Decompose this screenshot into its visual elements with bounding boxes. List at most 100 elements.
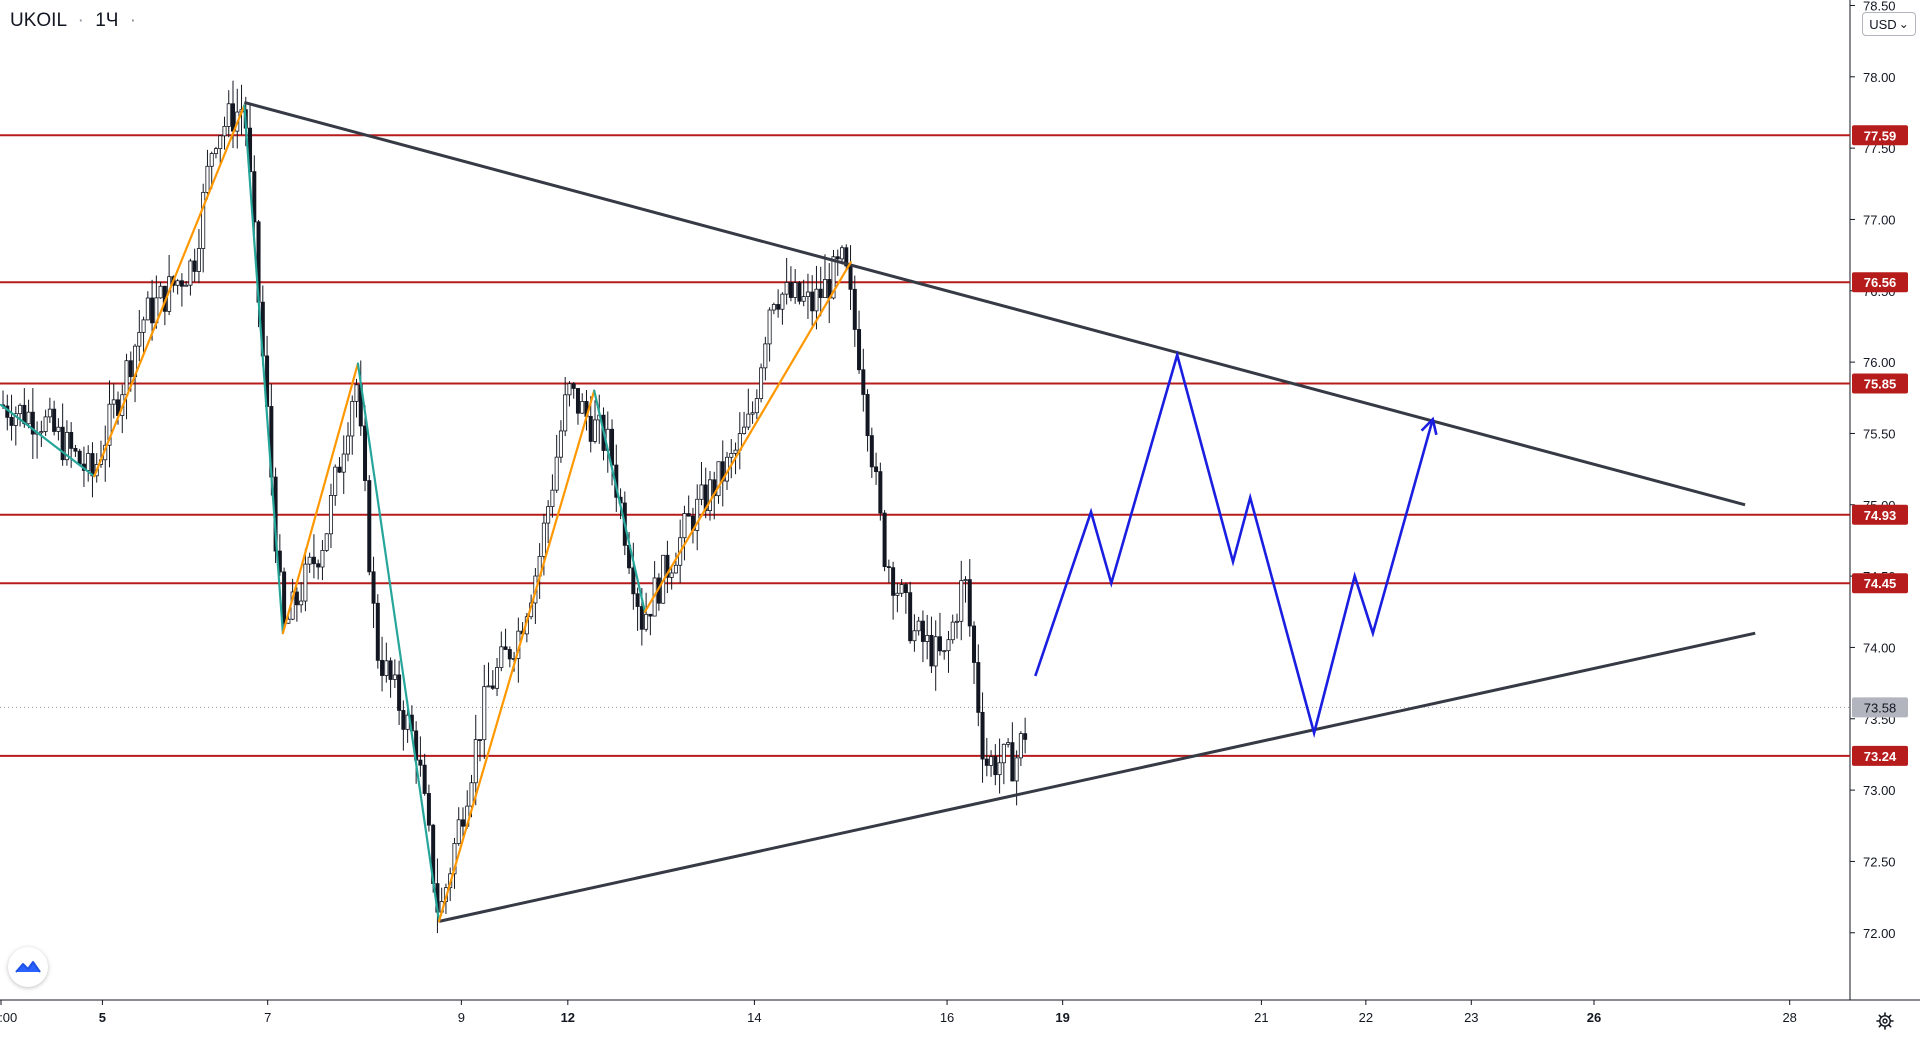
support-trend-line[interactable] [438,631,1756,923]
price-level-badge [1852,504,1908,525]
candle-body [993,756,998,776]
candle-body [311,556,316,565]
candle-body [648,613,653,617]
candle-body [341,453,346,473]
candle-body [1018,733,1023,759]
price-level-label: 77.59 [1864,128,1897,143]
candle-body [763,343,768,369]
candle-body [989,756,994,766]
candle-body [1023,733,1028,740]
candle-body [959,580,964,622]
candle-body [980,711,985,760]
candle-body [56,426,61,432]
candle-body [929,634,934,667]
tradingview-logo-glyph [15,961,41,973]
candle-body [946,639,951,652]
candle-body [950,621,955,641]
time-tick-label: 01:00 [0,1010,17,1025]
candle-body [316,563,321,568]
candle-body [175,280,180,286]
price-level-label: 73.24 [1864,749,1897,764]
candle-body [750,412,755,415]
candle-body [252,171,257,223]
currency-selector[interactable]: USD ⌄ [1862,12,1916,36]
candle-body [771,304,776,311]
candle-body [328,495,333,535]
candle-body [976,662,981,713]
price-tick-label: 77.00 [1863,212,1896,227]
candle-body [593,419,598,442]
zigzag-up-segment[interactable] [93,104,246,478]
candle-body [682,513,687,539]
candle-body [801,296,806,302]
candle-body [141,319,146,333]
resistance-trend-line[interactable] [243,101,1746,507]
candle-body [563,394,568,432]
candle-body [397,674,402,711]
candle-body [903,584,908,594]
candle-body [69,431,74,449]
candle-body [997,762,1002,776]
price-level-badge [1852,272,1908,293]
time-tick-label: 12 [561,1010,575,1025]
candle-body [392,674,397,680]
candle-body [707,479,712,512]
tradingview-logo-icon[interactable] [8,947,48,987]
candle-body [495,667,500,689]
zigzag-down-segment[interactable] [243,104,284,635]
candle-body [895,592,900,596]
candle-body [39,431,44,434]
projection-path[interactable] [1034,350,1435,739]
price-tick-label: 76.00 [1863,355,1896,370]
candle-body [1014,757,1019,782]
candle-body [324,533,329,551]
zigzag-up-segment[interactable] [281,362,360,635]
candle-body [320,550,325,568]
candle-body [367,480,372,573]
chevron-down-icon: ⌄ [1898,17,1909,31]
time-tick-label: 19 [1055,1010,1069,1025]
candle-body [861,369,866,395]
zigzag-down-segment[interactable] [0,403,96,478]
candle-body [733,449,738,454]
candle-body [984,758,989,766]
candle-body [759,367,764,399]
price-level-label: 74.93 [1864,508,1897,523]
price-tick-label: 75.50 [1863,426,1896,441]
candle-body [150,297,155,324]
candle-body [137,331,142,347]
zigzag-up-segment[interactable] [643,261,852,613]
candle-body [188,260,193,286]
zigzag-up-segment[interactable] [437,389,596,923]
zigzag-down-segment[interactable] [593,389,646,613]
price-tick-label: 74.00 [1863,640,1896,655]
candle-body [507,649,512,660]
candle-body [1006,742,1011,745]
time-tick-label: 7 [264,1010,271,1025]
candle-body [840,247,845,260]
candle-body [226,103,231,127]
time-tick-label: 26 [1587,1010,1601,1025]
candle-body [673,564,678,574]
candle-body [124,360,129,396]
zigzag-down-segment[interactable] [356,362,441,923]
candle-body [30,411,35,435]
candle-body [456,819,461,844]
candle-body [912,630,917,642]
symbol-title[interactable]: UKOIL · 1Ч · [10,10,142,32]
time-tick-label: 9 [458,1010,465,1025]
gear-icon[interactable] [1870,1006,1900,1036]
candle-body [52,408,57,432]
candle-body [90,453,95,477]
candle-body [350,401,355,437]
candle-body [299,600,304,606]
candle-body [869,435,874,468]
symbol-name: UKOIL [10,10,67,31]
candle-body [307,556,312,565]
price-level-badge [1852,125,1908,146]
candle-body [580,401,585,414]
candle-body [452,843,457,875]
candle-body [490,685,495,689]
